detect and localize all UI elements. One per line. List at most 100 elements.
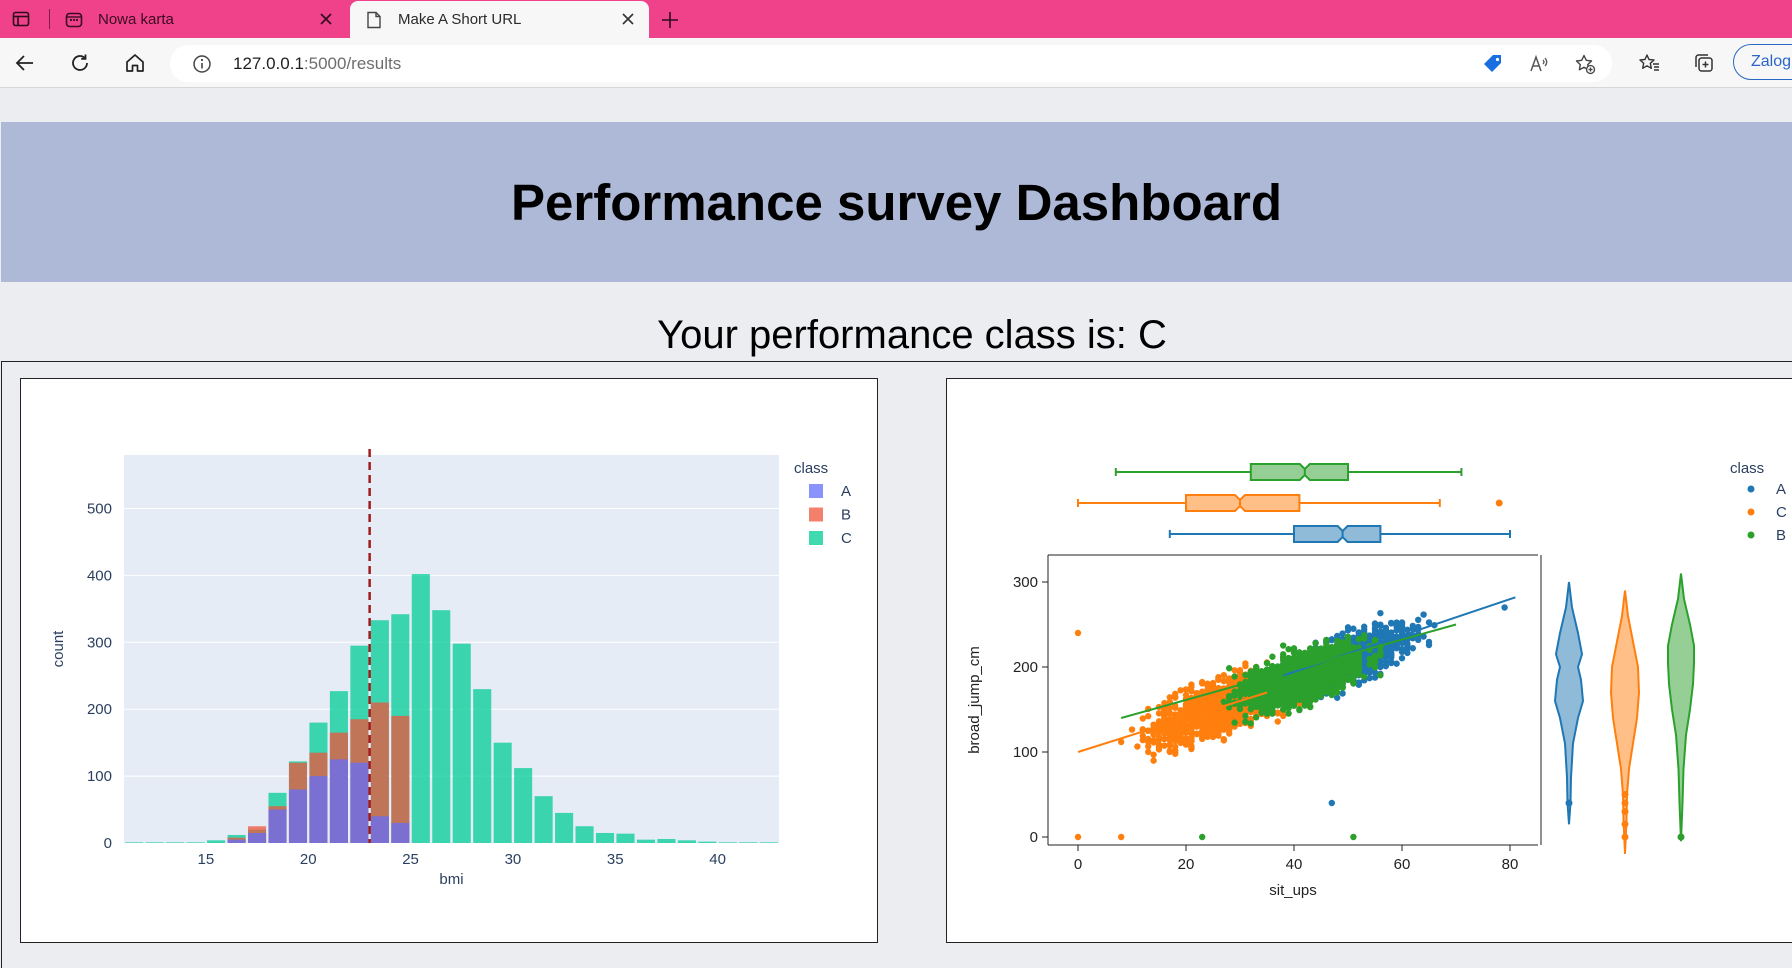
scatter-point-B xyxy=(1236,692,1244,700)
scatter-point-B xyxy=(1258,670,1265,677)
performance-class-text: Your performance class is: C xyxy=(657,313,1167,357)
scatter-point-C xyxy=(1134,743,1141,750)
histogram-bar-C xyxy=(739,842,758,843)
y-tick-label: 300 xyxy=(1013,574,1038,591)
histogram-bar-A xyxy=(268,809,287,843)
scatter-point-B xyxy=(1285,704,1292,712)
scatter-point-C xyxy=(1182,691,1190,699)
scatter-point-A xyxy=(1393,660,1400,667)
scatter-point-B xyxy=(1269,690,1276,698)
scatter-point-B xyxy=(1269,678,1276,686)
trend-line-B xyxy=(1120,623,1457,719)
tab-actions-icon[interactable] xyxy=(8,6,34,32)
site-info-icon[interactable] xyxy=(192,54,212,74)
back-button[interactable] xyxy=(11,49,39,77)
address-bar[interactable]: 127.0.0.1:5000/results xyxy=(170,45,1612,82)
scatter-point-B xyxy=(1334,683,1341,691)
new-tab-button[interactable] xyxy=(656,6,684,34)
scatter-point-C xyxy=(1150,736,1157,744)
scatter-point-C xyxy=(1161,712,1168,719)
scatter-point-C xyxy=(1220,710,1227,718)
scatter-point-C xyxy=(1215,691,1222,698)
y-tick-label: 300 xyxy=(87,634,112,651)
histogram-bar-A xyxy=(329,759,348,843)
scatter-point-B xyxy=(1290,700,1298,708)
shopping-tag-icon[interactable] xyxy=(1482,53,1504,75)
tab-nowa-karta[interactable]: Nowa karta xyxy=(50,1,347,38)
scatter-point-C xyxy=(1199,721,1206,728)
histogram-bar-C xyxy=(657,838,676,843)
scatter-point-A xyxy=(1415,636,1422,644)
scatter-point-A xyxy=(1361,656,1368,663)
collections-button[interactable] xyxy=(1690,49,1718,77)
scatter-point-B xyxy=(1231,691,1238,699)
scatter-point-C xyxy=(1166,748,1173,756)
scatter-point-B xyxy=(1334,672,1341,680)
scatter-point-B xyxy=(1274,701,1281,709)
scatter-point-B xyxy=(1285,681,1292,688)
scatter-point-C xyxy=(1177,739,1184,747)
tab-make-a-short-url[interactable]: Make A Short URL xyxy=(350,1,649,38)
x-tick-label: 30 xyxy=(505,851,522,868)
scatter-point-C xyxy=(1172,730,1179,738)
y-tick-label: 200 xyxy=(87,701,112,718)
scatter-point-B xyxy=(1317,668,1325,675)
histogram-bar-A xyxy=(391,822,410,843)
scatter-point-C xyxy=(1215,722,1222,729)
legend-marker-B xyxy=(1747,531,1755,539)
scatter-point-B xyxy=(1236,702,1244,709)
scatter-point-A xyxy=(1366,666,1373,674)
close-tab-icon[interactable] xyxy=(317,10,335,28)
scatter-point-C xyxy=(1161,729,1168,736)
scatter-point-B xyxy=(1355,671,1362,678)
read-aloud-icon[interactable] xyxy=(1528,53,1550,75)
scatter-point-B xyxy=(1296,689,1303,697)
scatter-point-B xyxy=(1328,650,1335,658)
scatter-point-B xyxy=(1247,699,1254,706)
page-icon xyxy=(364,10,384,30)
scatter-point-C xyxy=(1199,706,1206,713)
url-text: 127.0.0.1:5000/results xyxy=(233,54,401,74)
scatter-point-B xyxy=(1226,665,1233,672)
scatter-point-C xyxy=(1155,736,1163,743)
scatter-point-B xyxy=(1258,709,1265,716)
scatter-point-C xyxy=(1118,833,1125,841)
scatter-point-B xyxy=(1285,689,1292,696)
login-button[interactable]: Zalogu xyxy=(1733,44,1792,80)
histogram-bar-C xyxy=(718,842,737,843)
scatter-point-C xyxy=(1199,678,1206,686)
favorites-button[interactable] xyxy=(1635,49,1663,77)
scatter-point-B xyxy=(1339,659,1346,667)
home-button[interactable] xyxy=(121,49,149,77)
y-tick-label: 0 xyxy=(104,835,112,852)
scatter-point-C xyxy=(1226,710,1233,718)
y-tick-label: 100 xyxy=(1013,744,1038,761)
scatter-point-A xyxy=(1393,645,1400,652)
scatter-point-B xyxy=(1231,719,1238,726)
close-tab-icon[interactable] xyxy=(619,10,637,28)
scatter-point-C xyxy=(1236,710,1244,718)
violin-outlier-C xyxy=(1621,799,1629,807)
scatter-point-B xyxy=(1350,674,1357,681)
add-favorite-icon[interactable] xyxy=(1574,53,1596,75)
scatter-point-B xyxy=(1334,637,1341,644)
scatter-point-B xyxy=(1290,656,1298,664)
scatter-point-B xyxy=(1361,632,1368,639)
scatter-point-C xyxy=(1139,715,1146,722)
histogram-bar-C xyxy=(514,768,533,843)
scatter-point-B xyxy=(1344,642,1352,649)
scatter-point-C xyxy=(1204,733,1211,740)
scatter-point-B xyxy=(1301,691,1308,699)
scatter-point-C xyxy=(1177,687,1184,694)
scatter-point-B xyxy=(1280,690,1287,697)
scatter-point-C xyxy=(1155,710,1163,717)
histogram-bar-C xyxy=(616,833,635,843)
scatter-point-C xyxy=(1209,684,1217,691)
histogram-bar-C xyxy=(698,841,717,843)
refresh-button[interactable] xyxy=(66,49,94,77)
scatter-point-A xyxy=(1415,616,1422,624)
scatter-point-C xyxy=(1204,714,1211,721)
browser-toolbar: 127.0.0.1:5000/results Zalogu xyxy=(0,38,1792,88)
scatter-point-C xyxy=(1220,693,1227,701)
scatter-point-B xyxy=(1242,689,1249,697)
